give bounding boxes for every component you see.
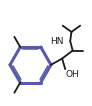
- Text: OH: OH: [66, 70, 80, 79]
- Text: HN: HN: [51, 37, 64, 46]
